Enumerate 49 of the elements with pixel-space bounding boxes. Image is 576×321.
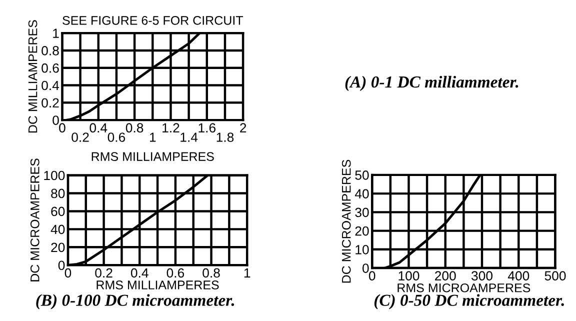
x-tick-label: 500 <box>544 271 566 281</box>
x-tick-label: 0.4 <box>130 268 148 278</box>
x2-tick-label: 1.4 <box>180 132 198 142</box>
y-tick-label: 30 <box>355 208 369 218</box>
x-tick-label: 200 <box>435 271 456 281</box>
y-tick-label: 60 <box>51 206 65 216</box>
chart-title: SEE FIGURE 6-5 FOR CIRCUIT <box>62 16 243 25</box>
x-axis-title: RMS MILLIAMPERES <box>92 152 214 161</box>
x-axis-title: RMS MICROAMPERES <box>398 283 530 292</box>
text: (C) 0-50 DC microammeter. <box>374 294 564 310</box>
y-axis-title: DC MICROAMPERES <box>30 158 40 282</box>
y-tick-label: 0.8 <box>42 46 59 56</box>
x-tick-label: 1.6 <box>198 123 216 133</box>
x-axis-title: RMS MILLIAMPERES <box>96 280 219 290</box>
x2-tick-label: 1.8 <box>216 132 234 142</box>
x-tick-label: 0.4 <box>90 123 108 133</box>
y-tick-label: 50 <box>355 170 369 180</box>
y-tick-label: 0 <box>52 116 59 125</box>
x-tick-label: 1 <box>244 268 250 278</box>
x2-tick-label: 0.2 <box>72 132 89 142</box>
y-tick-label: 10 <box>356 244 369 254</box>
x-tick-label: 2 <box>240 123 246 132</box>
y-tick-label: 0 <box>58 260 65 270</box>
x-tick-label: 0.6 <box>166 268 184 278</box>
x-tick-label: 0 <box>368 271 376 281</box>
y-tick-label: 0.2 <box>42 98 59 108</box>
x2-tick-label: 0.6 <box>108 132 126 142</box>
y-tick-label: 40 <box>354 189 369 198</box>
text: (A) 0-1 DC milliammeter. <box>345 76 518 92</box>
y-tick-label: 0.4 <box>42 80 60 90</box>
y-tick-label: 80 <box>51 188 65 198</box>
y-tick-label: 20 <box>51 242 65 252</box>
x-tick-label: 0.8 <box>126 123 144 133</box>
text: (B) 0-100 DC microammeter. <box>36 294 234 310</box>
y-tick-label: 0.6 <box>42 63 59 73</box>
x-tick-label: 1.2 <box>162 123 180 132</box>
x-tick-label: 0.2 <box>95 268 112 278</box>
y-tick-label: 40 <box>50 224 65 234</box>
x-tick-label: 400 <box>508 271 530 281</box>
x-tick-label: 0 <box>64 268 72 278</box>
x2-tick-label: 1 <box>150 132 156 142</box>
y-tick-label: 1 <box>53 28 59 38</box>
y-axis-title: DC MILLIAMPERES <box>28 20 38 132</box>
x-tick-label: 300 <box>471 271 492 281</box>
y-axis-title: DC MICROAMPERES <box>342 160 351 283</box>
x-tick-label: 100 <box>398 271 420 281</box>
y-tick-label: 20 <box>355 226 369 236</box>
x-tick-label: 0.8 <box>202 268 220 278</box>
y-tick-label: 100 <box>44 170 65 180</box>
